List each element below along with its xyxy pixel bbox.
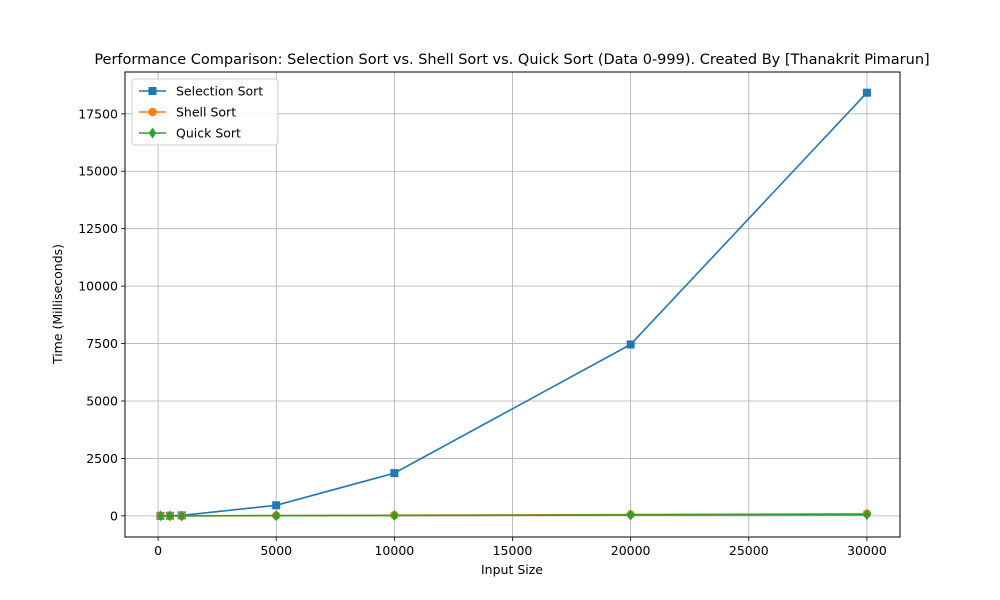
legend-label: Selection Sort — [176, 84, 263, 99]
y-tick-label: 15000 — [78, 164, 118, 179]
legend: Selection Sort Shell Sort Quick Sort — [131, 78, 279, 146]
x-axis-label: Input Size — [481, 562, 543, 577]
data-point-selection-sort — [272, 501, 281, 510]
x-tick-label: 15000 — [493, 543, 533, 558]
y-tick-label: 12500 — [78, 221, 118, 236]
x-tick-label: 25000 — [729, 543, 769, 558]
y-tick-label: 2500 — [86, 451, 118, 466]
y-tick-label: 17500 — [78, 106, 118, 121]
data-point-selection-sort — [862, 88, 871, 97]
legend-label: Shell Sort — [176, 105, 236, 120]
x-tick-label: 5000 — [260, 543, 292, 558]
y-axis-ticks: 0 2500 5000 7500 10000 12500 15000 17500 — [78, 106, 125, 523]
data-point-selection-sort — [390, 469, 399, 478]
legend-swatch-marker — [148, 127, 157, 139]
data-point-quick-sort — [177, 510, 186, 522]
legend-swatch-marker — [148, 107, 157, 117]
y-tick-label: 0 — [110, 508, 118, 523]
data-point-quick-sort — [863, 509, 871, 521]
series-quick-sort — [156, 509, 871, 522]
y-tick-label: 5000 — [86, 393, 118, 408]
data-point-quick-sort — [390, 510, 399, 522]
data-point-quick-sort — [626, 509, 635, 521]
x-tick-label: 20000 — [611, 543, 651, 558]
legend-box — [131, 78, 279, 146]
series-layer — [156, 88, 872, 522]
x-tick-label: 30000 — [847, 543, 887, 558]
x-axis-ticks: 0 5000 10000 15000 20000 25000 30000 — [154, 537, 887, 558]
legend-item-shell-sort: Shell Sort — [139, 105, 236, 120]
x-tick-label: 0 — [154, 543, 162, 558]
y-tick-label: 7500 — [86, 336, 118, 351]
legend-label: Quick Sort — [176, 126, 241, 141]
legend-item-selection-sort: Selection Sort — [139, 84, 263, 99]
data-point-quick-sort — [166, 510, 174, 522]
data-point-quick-sort — [272, 510, 281, 522]
legend-item-quick-sort: Quick Sort — [139, 126, 241, 141]
data-point-selection-sort — [626, 340, 635, 349]
chart-title: Performance Comparison: Selection Sort v… — [94, 52, 929, 68]
legend-swatch-marker — [148, 87, 157, 95]
y-axis-label: Time (Milliseconds) — [50, 244, 65, 365]
y-tick-label: 10000 — [78, 279, 118, 294]
data-point-quick-sort — [156, 510, 165, 522]
x-tick-label: 10000 — [374, 543, 414, 558]
